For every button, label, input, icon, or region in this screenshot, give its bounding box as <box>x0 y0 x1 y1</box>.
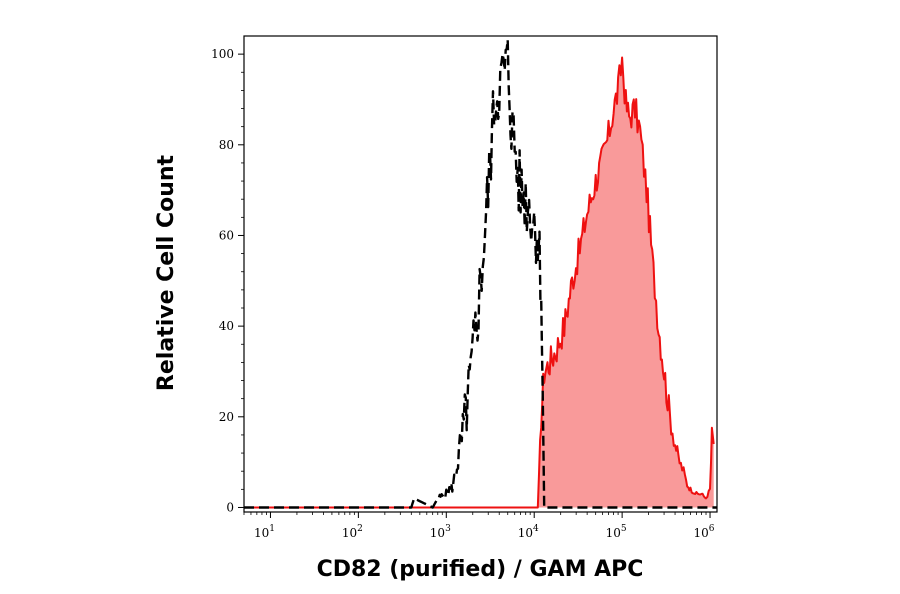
y-tick-label: 0 <box>226 500 234 514</box>
plot-frame <box>243 35 718 513</box>
sample-histogram-fill <box>244 57 714 508</box>
y-minor-ticks <box>241 71 244 490</box>
control-histogram-line <box>243 38 718 509</box>
x-axis-label: CD82 (purified) / GAM APC <box>317 557 644 582</box>
y-tick-label: 80 <box>219 138 234 152</box>
x-axis-ticks: 101 102 103 104 105 106 <box>254 512 715 540</box>
x-tick-label: 104 <box>518 524 539 540</box>
y-tick-label: 20 <box>219 410 234 424</box>
x-tick-label: 105 <box>606 524 627 540</box>
y-axis-label: Relative Cell Count <box>154 154 179 391</box>
x-tick-label: 103 <box>430 524 451 540</box>
x-tick-label: 106 <box>694 524 715 540</box>
x-minor-ticks <box>243 512 707 515</box>
series-layer <box>243 38 718 509</box>
x-tick-label: 102 <box>342 524 363 540</box>
y-tick-label: 100 <box>211 47 234 61</box>
y-tick-label: 60 <box>219 228 234 242</box>
y-axis-ticks: 0 20 40 60 80 100 <box>211 47 244 514</box>
x-tick-label: 101 <box>254 524 275 540</box>
y-tick-label: 40 <box>219 319 234 333</box>
